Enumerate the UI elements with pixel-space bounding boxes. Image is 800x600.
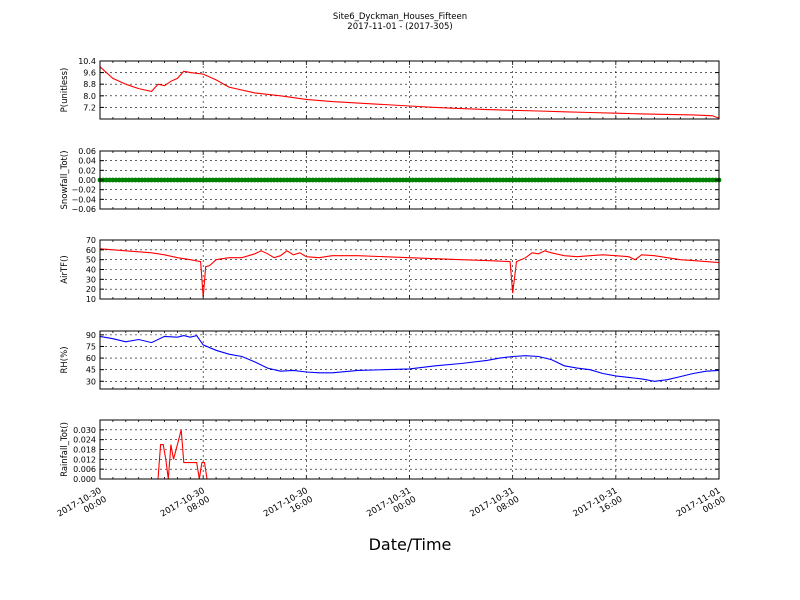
ytick-label-snowfall-1: −0.04 <box>71 195 96 204</box>
panel-p: 7.2 8.0 8.8 9.6 10.4 P(unitless) <box>60 57 720 120</box>
ytick-label-airtf-0: 10 <box>86 295 96 304</box>
ytick-label-rainfall-2: 0.012 <box>73 455 96 464</box>
ytick-label-rh-3: 75 <box>86 342 96 351</box>
ytick-label-airtf-2: 30 <box>86 275 96 284</box>
ytick-label-rh-1: 45 <box>86 366 96 375</box>
ytick-label-rh-0: 30 <box>86 377 96 386</box>
panel-rainfall: 0.0000.0060.0120.0180.0240.030Rainfall_T… <box>60 419 720 484</box>
ytick-label-rainfall-4: 0.024 <box>73 436 96 445</box>
ylabel-rh: RH(%) <box>60 346 70 373</box>
ytick-label-snowfall-5: 0.04 <box>78 157 96 166</box>
ytick-label-rh-4: 90 <box>86 331 96 340</box>
xtick-label-4: 2017-10-3108:00 <box>468 486 521 528</box>
ytick-label-p-1: 8.0 <box>83 92 96 101</box>
panel-snowfall: −0.06−0.04−0.020.000.020.040.06 Snowfall_… <box>60 147 722 214</box>
ytick-label-snowfall-6: 0.06 <box>78 147 96 156</box>
ytick-label-rainfall-3: 0.018 <box>73 446 96 455</box>
ytick-label-airtf-1: 20 <box>86 285 96 294</box>
series-line-p <box>99 66 720 119</box>
series-line-rainfall <box>100 429 719 480</box>
ytick-label-rh-2: 60 <box>86 354 96 363</box>
figure-title: Site6_Dyckman_Houses_Fifteen <box>333 12 467 22</box>
axes-frame-p <box>99 60 720 120</box>
ylabel-p: P(unitless) <box>60 68 70 113</box>
xtick-label-5: 2017-10-3116:00 <box>572 486 625 528</box>
ytick-label-airtf-5: 60 <box>86 246 96 255</box>
x-tick-labels: 2017-10-3000:00 2017-10-3008:00 2017-10-30… <box>56 486 728 528</box>
ytick-label-rainfall-0: 0.000 <box>73 475 96 484</box>
xtick-label-6: 2017-11-0100:00 <box>675 486 728 528</box>
xtick-label-0: 2017-10-3000:00 <box>56 486 109 528</box>
panel-rh: 30 45 60 75 90 RH(%) <box>60 330 720 390</box>
ytick-label-airtf-4: 50 <box>86 256 96 265</box>
ytick-label-snowfall-3: 0.00 <box>78 176 96 185</box>
panels: 7.2 8.0 8.8 9.6 10.4 P(unitless) −0.06−0.04−0.… <box>60 57 722 484</box>
xtick-label-1: 2017-10-3008:00 <box>159 486 212 528</box>
ytick-label-airtf-6: 70 <box>86 236 96 245</box>
xtick-label-3: 2017-10-3100:00 <box>365 486 418 528</box>
ytick-label-snowfall-0: −0.06 <box>71 205 96 214</box>
ylabel-rainfall: Rainfall_Tot() <box>60 422 70 477</box>
ytick-label-p-3: 9.6 <box>83 69 96 78</box>
ylabel-snowfall: Snowfall_Tot() <box>60 150 70 209</box>
ytick-label-p-4: 10.4 <box>78 57 96 66</box>
ytick-label-p-0: 7.2 <box>83 103 96 112</box>
x-axis-label: Date/Time <box>369 535 452 554</box>
axes-frame-rh <box>99 330 720 390</box>
figure-subtitle: 2017-11-01 - (2017-305) <box>347 22 452 32</box>
ytick-label-airtf-3: 40 <box>86 266 96 275</box>
ytick-label-rainfall-1: 0.006 <box>73 465 96 474</box>
series-line-airtf <box>99 248 720 298</box>
ytick-label-rainfall-5: 0.030 <box>73 426 96 435</box>
ytick-label-snowfall-4: 0.02 <box>78 166 96 175</box>
ytick-label-snowfall-2: −0.02 <box>71 186 96 195</box>
xtick-label-2: 2017-10-3016:00 <box>262 486 315 528</box>
ylabel-airtf: AirTF() <box>60 255 70 283</box>
ytick-label-p-2: 8.8 <box>83 80 96 89</box>
series-line-rh <box>99 334 720 382</box>
